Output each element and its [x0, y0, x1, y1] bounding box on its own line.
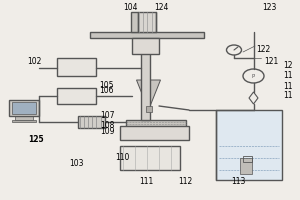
Text: 108: 108 — [100, 120, 115, 130]
Text: 105: 105 — [99, 81, 113, 90]
Text: 11: 11 — [284, 72, 293, 80]
Text: 122: 122 — [256, 45, 271, 53]
Bar — [243, 156, 252, 162]
Bar — [126, 120, 186, 128]
Bar — [120, 126, 189, 140]
Bar — [146, 106, 152, 112]
Polygon shape — [136, 80, 160, 110]
Text: 12: 12 — [284, 62, 293, 71]
Bar — [130, 12, 138, 32]
Bar — [57, 88, 96, 104]
Text: 107: 107 — [100, 110, 115, 119]
Bar — [9, 100, 39, 116]
Text: 109: 109 — [100, 127, 115, 136]
Text: 104: 104 — [123, 2, 137, 11]
Bar — [216, 110, 282, 180]
Text: 111: 111 — [140, 178, 154, 186]
Text: 124: 124 — [154, 2, 169, 11]
Bar — [120, 146, 180, 170]
Bar — [12, 120, 36, 122]
Text: 103: 103 — [69, 158, 83, 168]
Bar — [90, 32, 204, 38]
Text: 11: 11 — [284, 92, 293, 100]
Text: 123: 123 — [262, 3, 277, 12]
Text: P: P — [252, 73, 255, 78]
Text: 11: 11 — [284, 82, 293, 90]
Bar — [132, 38, 159, 54]
Bar — [57, 58, 96, 76]
Text: 102: 102 — [27, 56, 41, 66]
Bar — [78, 116, 105, 128]
Text: 106: 106 — [99, 86, 113, 95]
Bar — [138, 12, 156, 32]
Text: 112: 112 — [178, 178, 193, 186]
Text: 113: 113 — [231, 178, 245, 186]
Text: 125: 125 — [28, 134, 44, 144]
Bar — [12, 102, 36, 114]
Text: 121: 121 — [264, 56, 278, 66]
Bar — [15, 116, 33, 120]
Text: 110: 110 — [116, 152, 130, 162]
Bar — [240, 158, 252, 174]
Bar — [141, 30, 150, 120]
